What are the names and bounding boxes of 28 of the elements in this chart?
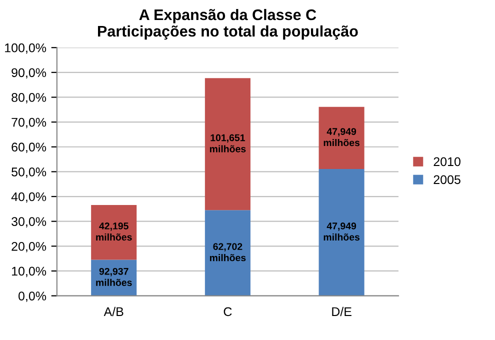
bar xyxy=(91,204,137,260)
annotation: 42,195 milhões xyxy=(96,222,132,241)
chart-title: A Expansão da Classe C Participações no total da população xyxy=(98,8,358,40)
bar xyxy=(318,106,364,169)
legend-label: 2010 xyxy=(434,157,460,166)
annotation: 92,937 milhões xyxy=(96,268,132,286)
annotation: 47,949 milhões xyxy=(324,128,360,146)
annotation: 47,949 milhões xyxy=(324,222,360,241)
y-tick-label: 90,0% xyxy=(12,68,46,79)
y-tick-label: 40,0% xyxy=(11,192,46,203)
y-tick-label: 100,0% xyxy=(5,43,46,54)
y-tick-label: 80,0% xyxy=(12,93,46,104)
y-tick-label: 10,0% xyxy=(12,266,46,278)
y-tick-label: 70,0% xyxy=(12,118,46,128)
x-tick-label: A/B xyxy=(104,306,124,316)
x-tick-label: C xyxy=(224,307,232,316)
bar xyxy=(318,168,364,296)
y-tick-label: 20,0% xyxy=(12,242,46,252)
y-tick-label: 0,0% xyxy=(18,292,46,302)
annotation: 62,702 milhões xyxy=(210,243,246,262)
y-tick-label: 30,0% xyxy=(12,217,46,228)
y-tick-label: 60,0% xyxy=(12,142,46,154)
y-tick-label: 50,0% xyxy=(12,168,46,178)
bar xyxy=(204,210,250,296)
legend-label: 2005 xyxy=(434,175,460,184)
x-tick-label: D/E xyxy=(332,306,352,316)
bar xyxy=(204,78,250,210)
annotation: 101,651 milhões xyxy=(210,134,246,152)
